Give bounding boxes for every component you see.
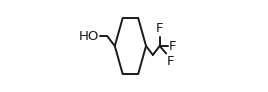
Text: F: F <box>169 39 176 53</box>
Text: F: F <box>167 55 174 68</box>
Text: HO: HO <box>79 30 99 43</box>
Text: F: F <box>156 22 163 35</box>
